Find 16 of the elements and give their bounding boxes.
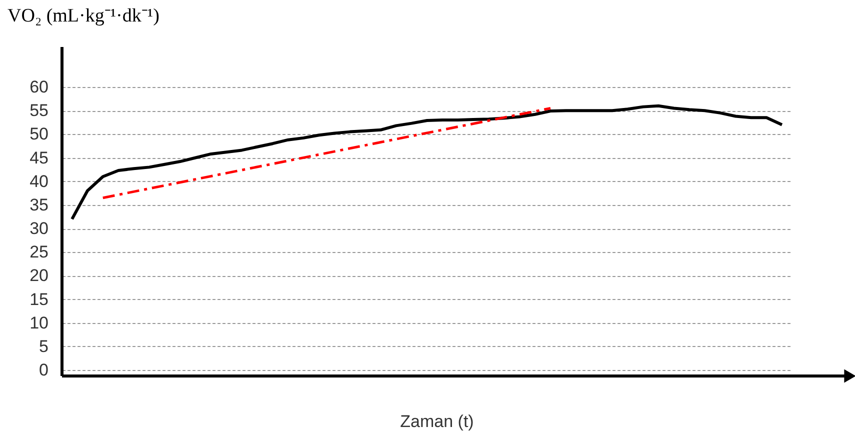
y-tick-label: 50 (30, 124, 48, 144)
y-tick-label: 25 (30, 242, 48, 262)
y-tick-label: 15 (30, 290, 48, 309)
line-series (70, 104, 784, 221)
y-tick-label: 60 (30, 78, 48, 96)
y-tick-label: 10 (30, 313, 48, 332)
y-tick-label: 20 (30, 266, 48, 286)
y-tick-label: 55 (30, 101, 48, 120)
y-tick-label: 35 (30, 195, 48, 214)
y-tick-label: 40 (30, 172, 48, 191)
y-axis-title: VO₂ (mL·kg⁻¹·dk⁻¹) (8, 6, 160, 26)
y-tick-label: 45 (30, 148, 48, 168)
y-tick-label: 0 (39, 360, 48, 380)
x-axis-title: Zaman (t) (400, 412, 474, 431)
y-tick-label: 30 (30, 219, 48, 238)
y-tick-label: 5 (39, 336, 48, 356)
